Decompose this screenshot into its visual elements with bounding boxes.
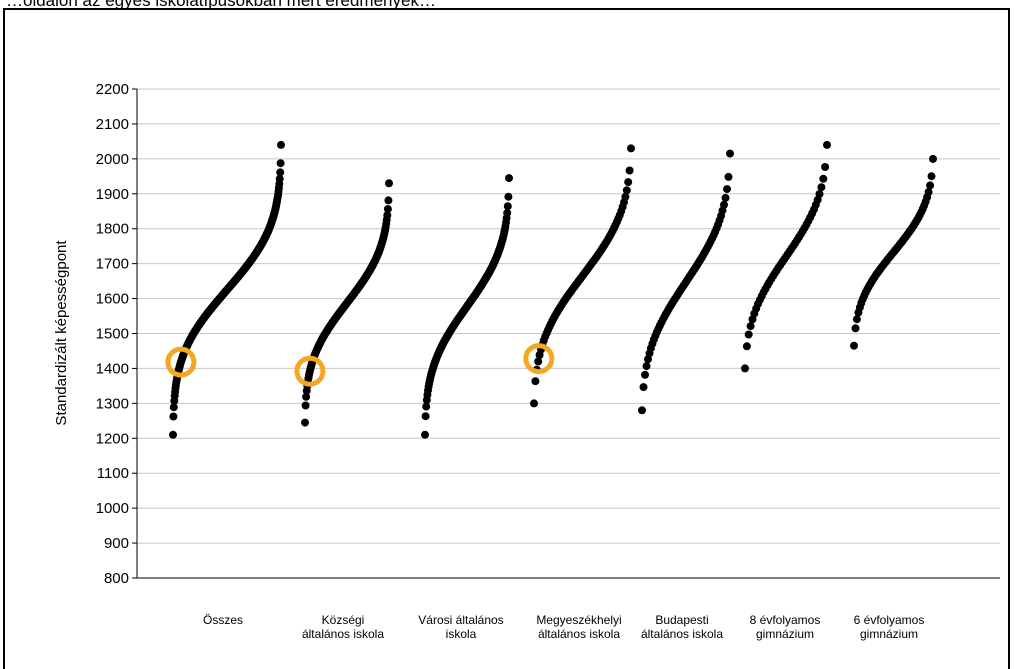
data-point bbox=[276, 159, 285, 168]
data-point bbox=[927, 172, 936, 181]
data-point bbox=[819, 174, 828, 183]
y-tick-label: 1500 bbox=[96, 326, 129, 343]
y-tick-label: 1200 bbox=[96, 430, 129, 447]
data-point bbox=[622, 186, 631, 195]
data-point bbox=[531, 377, 540, 386]
data-point bbox=[169, 403, 178, 412]
category-label: gimnázium bbox=[756, 627, 814, 641]
highlight-ring bbox=[294, 355, 326, 387]
y-tick-label: 1900 bbox=[96, 186, 129, 203]
axes bbox=[132, 88, 1000, 579]
data-point bbox=[505, 174, 513, 183]
y-tick-labels: 800 900 1000 1100 1200 1300 1400 1500 1600 1700 18… bbox=[96, 81, 129, 587]
data-point bbox=[642, 362, 651, 371]
category-label: Városi általános bbox=[418, 613, 503, 627]
data-point bbox=[301, 401, 310, 410]
data-point bbox=[742, 342, 751, 351]
category-label: Budapesti bbox=[655, 613, 708, 627]
data-point bbox=[504, 192, 513, 201]
data-point bbox=[422, 402, 431, 411]
data-point bbox=[741, 364, 749, 373]
y-tick-label: 800 bbox=[104, 570, 129, 587]
data-point bbox=[621, 192, 630, 201]
data-point bbox=[534, 357, 543, 366]
category-label: gimnázium bbox=[860, 627, 918, 641]
y-tick-label: 2100 bbox=[96, 116, 129, 133]
data-point bbox=[823, 140, 831, 149]
y-tick-label: 1600 bbox=[96, 291, 129, 308]
y-tick-label: 2000 bbox=[96, 151, 129, 168]
y-axis-label: Standardizált képességpont bbox=[53, 240, 70, 426]
y-tick-label: 1800 bbox=[96, 221, 129, 238]
y-tick-label: 1000 bbox=[96, 500, 129, 517]
data-point bbox=[726, 149, 734, 158]
data-point bbox=[850, 341, 858, 350]
data-point bbox=[169, 430, 177, 439]
data-point bbox=[383, 211, 392, 220]
data-point bbox=[421, 412, 430, 421]
category-label: általános iskola bbox=[538, 627, 620, 641]
data-point bbox=[421, 430, 429, 439]
category-label: 8 évfolyamos bbox=[750, 613, 821, 627]
data-point bbox=[627, 144, 635, 153]
data-point bbox=[924, 188, 933, 196]
data-point bbox=[817, 183, 826, 192]
category-label: általános iskola bbox=[302, 627, 384, 641]
data-point bbox=[638, 406, 646, 415]
data-point bbox=[639, 383, 648, 392]
data-point bbox=[301, 418, 309, 427]
category-label: Összes bbox=[203, 613, 243, 627]
data-point bbox=[851, 324, 860, 333]
y-tick-label: 1700 bbox=[96, 256, 129, 273]
data-point bbox=[821, 163, 830, 171]
data-point bbox=[384, 196, 393, 205]
data-point bbox=[625, 166, 634, 175]
top-caption: …oldalon az egyes iskolatípusokban mért … bbox=[6, 0, 436, 10]
category-label: Megyeszékhelyi bbox=[536, 613, 621, 627]
chart-frame bbox=[3, 8, 1010, 669]
data-point bbox=[721, 193, 730, 202]
y-tick-label: 1100 bbox=[97, 465, 129, 482]
data-point bbox=[641, 370, 649, 379]
data-point bbox=[302, 392, 311, 401]
category-label: 6 évfolyamos bbox=[854, 613, 925, 627]
data-point bbox=[383, 205, 392, 214]
data-point bbox=[276, 168, 285, 177]
data-point bbox=[852, 315, 861, 324]
gridlines bbox=[137, 88, 1000, 579]
data-point bbox=[530, 399, 538, 408]
y-tick-label: 900 bbox=[104, 535, 129, 552]
highlight-ring bbox=[165, 346, 197, 378]
category-label: általános iskola bbox=[641, 627, 723, 641]
data-point bbox=[929, 154, 937, 163]
data-point bbox=[275, 174, 284, 183]
y-tick-label: 2200 bbox=[96, 81, 129, 98]
data-point bbox=[746, 322, 755, 331]
data-point bbox=[926, 181, 935, 190]
highlight-markers bbox=[165, 343, 555, 387]
data-point bbox=[385, 179, 393, 188]
data-point bbox=[744, 330, 753, 339]
data-point bbox=[503, 202, 512, 211]
data-point bbox=[169, 412, 178, 421]
data-point bbox=[624, 178, 633, 187]
category-label: Községi bbox=[322, 613, 365, 627]
data-points bbox=[169, 140, 937, 439]
y-tick-label: 1300 bbox=[96, 395, 129, 412]
data-point bbox=[503, 208, 512, 217]
data-point bbox=[720, 200, 728, 209]
data-point bbox=[723, 185, 731, 194]
highlight-ring bbox=[523, 343, 555, 375]
data-point bbox=[277, 140, 285, 149]
category-label: iskola bbox=[446, 627, 477, 641]
y-tick-label: 1400 bbox=[96, 360, 129, 377]
data-point bbox=[724, 172, 733, 181]
data-point bbox=[815, 190, 824, 198]
